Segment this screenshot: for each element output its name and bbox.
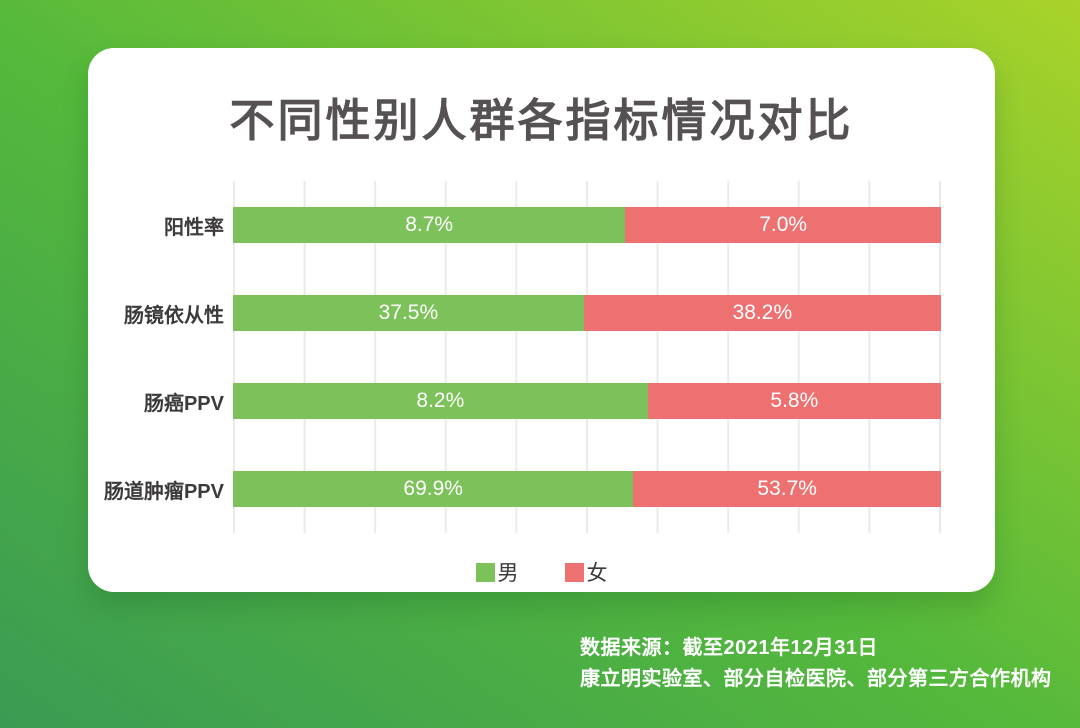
- bar-track: 37.5% 38.2%: [233, 295, 941, 331]
- bar-track: 69.9% 53.7%: [233, 471, 941, 507]
- bar-segment-female: 38.2%: [583, 295, 941, 331]
- bar-segment-female: 7.0%: [625, 207, 941, 243]
- bar-track: 8.7% 7.0%: [233, 207, 941, 243]
- chart-row: 阳性率 8.7% 7.0%: [88, 181, 941, 269]
- bar-track: 8.2% 5.8%: [233, 383, 941, 419]
- chart-card: 不同性别人群各指标情况对比 阳性率 8.7% 7.0% 肠镜依从性 37.5% 38.2%…: [88, 48, 995, 592]
- chart-row: 肠道肿瘤PPV 69.9% 53.7%: [88, 445, 941, 533]
- legend-label: 女: [586, 562, 608, 585]
- bar-segment-female: 53.7%: [633, 471, 941, 507]
- chart-rows: 阳性率 8.7% 7.0% 肠镜依从性 37.5% 38.2% 肠癌PPV 8.2% 5.8% 肠…: [88, 181, 941, 533]
- data-source-line2: 康立明实验室、部分自检医院、部分第三方合作机构: [580, 668, 1052, 690]
- category-label: 肠道肿瘤PPV: [103, 480, 224, 503]
- data-source-line1: 数据来源：截至2021年12月31日: [580, 637, 878, 659]
- data-source-note: 数据来源：截至2021年12月31日 康立明实验室、部分自检医院、部分第三方合作…: [580, 633, 1052, 695]
- bar-segment-male: 69.9%: [233, 471, 634, 507]
- legend-label: 男: [497, 562, 519, 585]
- legend-item: 男: [475, 557, 519, 587]
- legend-swatch-icon: [475, 562, 495, 582]
- stacked-bar-chart: 阳性率 8.7% 7.0% 肠镜依从性 37.5% 38.2% 肠癌PPV 8.2% 5.8% 肠…: [88, 181, 941, 533]
- legend-item: 女: [564, 557, 608, 587]
- bar-segment-male: 37.5%: [233, 295, 584, 331]
- category-label: 肠癌PPV: [143, 392, 224, 415]
- bar-segment-male: 8.2%: [233, 383, 648, 419]
- chart-legend: 男女: [88, 557, 995, 587]
- legend-swatch-icon: [564, 562, 584, 582]
- chart-row: 肠癌PPV 8.2% 5.8%: [88, 357, 941, 445]
- chart-row: 肠镜依从性 37.5% 38.2%: [88, 269, 941, 357]
- category-label: 阳性率: [164, 216, 224, 239]
- bar-segment-male: 8.7%: [233, 207, 626, 243]
- category-label: 肠镜依从性: [124, 304, 224, 327]
- chart-title: 不同性别人群各指标情况对比: [229, 95, 854, 146]
- bar-segment-female: 5.8%: [647, 383, 941, 419]
